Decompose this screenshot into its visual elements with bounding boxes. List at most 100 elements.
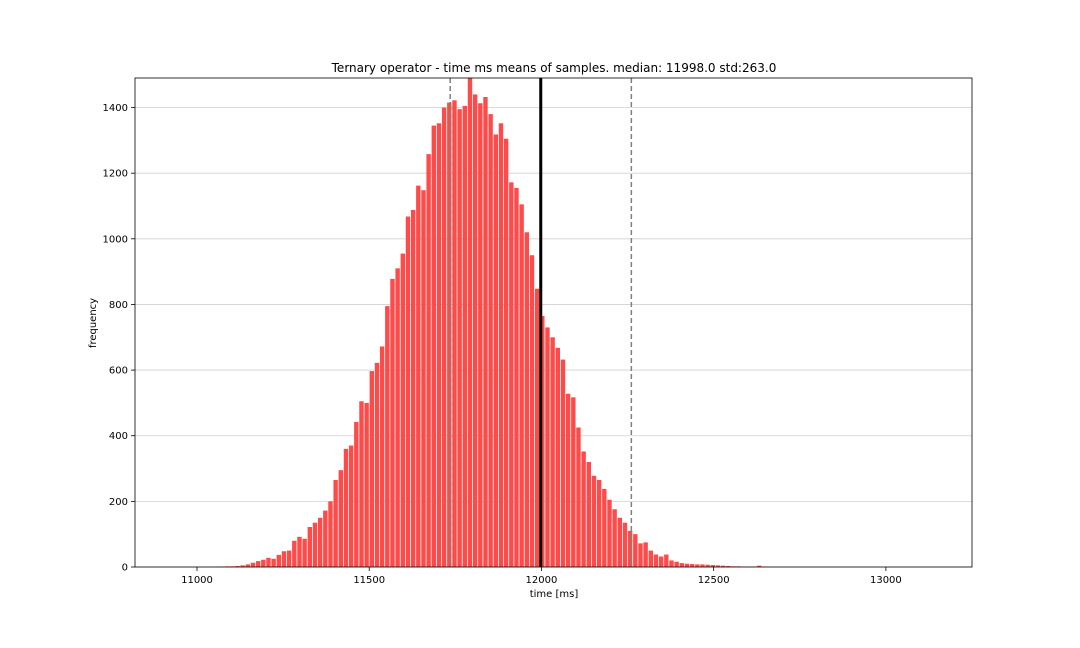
histogram-bar: [240, 565, 245, 567]
histogram-bar: [705, 564, 710, 567]
histogram-bar: [436, 123, 442, 568]
y-tick-label: 1200: [103, 169, 128, 180]
reference-lines: [449, 78, 633, 567]
histogram-bar: [323, 510, 328, 567]
histogram-bar: [462, 105, 468, 568]
plot-frame: [134, 77, 973, 568]
histogram-bar: [447, 102, 452, 567]
histogram-bar: [669, 560, 674, 567]
histogram-bar: [648, 550, 654, 567]
histogram-bar: [540, 315, 545, 567]
histogram-bar: [364, 402, 369, 567]
histogram-bar: [700, 564, 705, 567]
histogram-bar: [312, 522, 318, 567]
histogram-bar: [710, 565, 716, 567]
histogram-bar: [338, 470, 344, 567]
histogram-bar: [302, 538, 307, 567]
histogram-bar: [695, 564, 700, 567]
histogram-bar: [720, 565, 726, 567]
histogram-bar: [643, 542, 648, 567]
histogram-bar: [379, 346, 385, 567]
histogram-bar: [328, 501, 333, 567]
histogram-bar: [658, 556, 664, 567]
histogram-bar: [488, 114, 493, 567]
x-tick-label: 12000: [526, 575, 558, 586]
y-axis-label: frequency: [88, 298, 99, 348]
histogram-bar: [250, 562, 256, 567]
y-tick-label: 200: [109, 497, 128, 508]
histogram-bar: [679, 563, 685, 567]
x-axis-ticks: 11000 11500 12000 12500 13000: [181, 567, 902, 586]
histogram-bar: [534, 288, 540, 567]
histogram-bar: [235, 566, 240, 567]
histogram-bar: [354, 421, 359, 567]
histogram-bar: [286, 550, 292, 567]
x-tick-label: 11500: [353, 575, 385, 586]
histogram-bar: [292, 540, 297, 567]
histogram-bar: [281, 551, 287, 567]
histogram-bar: [400, 253, 406, 567]
y-tick-label: 400: [109, 431, 128, 442]
histogram-bar: [416, 185, 421, 567]
histogram-bar: [519, 204, 524, 567]
histogram-bar: [297, 536, 302, 567]
histogram-bar: [560, 359, 566, 567]
histogram-bar: [307, 526, 313, 567]
histogram-bar: [395, 268, 400, 567]
x-axis-label: time [ms]: [530, 589, 579, 600]
chart-title: Ternary operator - time ms means of samp…: [331, 61, 777, 75]
histogram-bar: [726, 566, 731, 567]
histogram-bar: [374, 362, 380, 567]
histogram-bar: [674, 561, 679, 567]
histogram-bar: [317, 517, 323, 567]
histogram-bar: [555, 347, 561, 567]
histogram-bars: [214, 78, 767, 568]
y-tick-label: 1000: [103, 234, 128, 245]
histogram-bar: [715, 565, 721, 567]
histogram-bar: [245, 564, 251, 567]
histogram-bar: [483, 97, 488, 567]
histogram-bar: [333, 480, 338, 567]
histogram-bar: [617, 517, 623, 567]
histogram-bar: [276, 554, 282, 567]
histogram-bar: [689, 564, 695, 567]
histogram-bar: [405, 216, 411, 567]
histogram-bar: [529, 255, 535, 567]
histogram-bar: [348, 445, 354, 567]
histogram-bar: [498, 123, 504, 568]
x-tick-label: 12500: [698, 575, 730, 586]
y-axis-ticks: 0 200 400 600 800 1000 1200 1400: [103, 103, 135, 574]
y-tick-label: 800: [109, 300, 128, 311]
histogram-bar: [581, 451, 586, 567]
histogram-bar: [602, 488, 607, 567]
histogram-bar: [664, 554, 669, 567]
histogram-bar: [385, 306, 390, 567]
histogram-bar: [612, 509, 617, 567]
histogram-bar: [633, 534, 638, 567]
histogram-bar: [565, 393, 571, 567]
y-tick-label: 0: [122, 563, 128, 574]
histogram-bar: [503, 138, 509, 567]
y-tick-label: 600: [109, 366, 128, 377]
histogram-bar: [607, 499, 612, 567]
histogram-bar: [493, 134, 499, 568]
histogram-bar: [550, 337, 555, 567]
histogram-bar: [266, 557, 271, 567]
x-tick-label: 11000: [181, 575, 213, 586]
histogram-bar: [343, 448, 349, 567]
x-tick-label: 13000: [870, 575, 902, 586]
histogram-bar: [359, 401, 364, 567]
histogram-bar: [271, 558, 276, 567]
histogram-bar: [586, 461, 592, 567]
histogram-bar: [390, 278, 395, 567]
histogram-bar: [622, 522, 628, 567]
histogram-bar: [576, 427, 581, 567]
histogram-bar: [684, 563, 690, 567]
histogram-bar: [457, 109, 462, 567]
histogram-bar: [571, 397, 576, 567]
histogram-bar: [478, 103, 483, 567]
histogram-bar: [638, 543, 643, 567]
histogram-bar: [261, 559, 266, 567]
histogram-bar: [509, 182, 514, 567]
